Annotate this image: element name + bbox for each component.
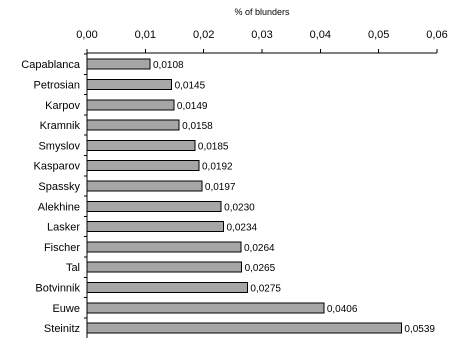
x-tick-label: 0,03 [251,29,272,41]
x-tick-label: 0,06 [426,29,447,41]
category-label: Spassky [38,181,80,193]
category-label: Capablanca [21,59,81,71]
value-labels: 0,0108 0,0145 0,0149 0,0158 0,0185 0,0192 0,01… [153,60,435,335]
data-label: 0,0275 [250,283,281,294]
category-label: Botvinnik [35,282,80,294]
data-label: 0,0265 [245,263,276,274]
category-labels: Capablanca Petrosian Karpov Kramnik Smyslov K… [21,59,81,335]
category-label: Tal [66,262,80,274]
x-tick-label: 0,02 [193,29,214,41]
bar [86,119,180,131]
bar [86,139,196,151]
x-tick-label: 0,01 [135,29,156,41]
category-label: Kasparov [34,161,81,173]
bar [86,241,242,253]
x-tick-label: 0,05 [368,29,389,41]
x-tick-label: 0,00 [76,29,97,41]
data-label: 0,0185 [198,141,229,152]
x-tick-label: 0,04 [310,29,331,41]
bar [86,322,402,334]
category-label: Petrosian [34,79,80,91]
category-label: Alekhine [38,201,80,213]
bar [86,99,175,111]
bar [86,281,248,293]
data-label: 0,0149 [177,101,208,112]
category-label: Smyslov [38,140,80,152]
data-label: 0,0158 [182,121,213,132]
category-label: Lasker [47,222,80,234]
data-label: 0,0145 [175,80,206,91]
data-label: 0,0406 [327,304,358,315]
data-label: 0,0234 [227,223,258,234]
data-label: 0,0192 [202,162,233,173]
data-label: 0,0264 [244,243,275,254]
bar [86,221,224,233]
category-label: Kramnik [40,120,81,132]
data-label: 0,0539 [404,324,435,335]
data-label: 0,0197 [205,182,236,193]
category-label: Euwe [52,303,80,315]
bar [86,58,151,70]
bar [86,78,173,90]
category-label: Steinitz [44,323,80,335]
category-label: Karpov [45,100,80,112]
category-label: Fischer [44,242,80,254]
axes [84,52,437,339]
bar [86,180,203,192]
data-label: 0,0230 [224,202,255,213]
bar [86,261,243,273]
x-axis-title: % of blunders [234,7,290,17]
bar [86,200,222,212]
x-axis-ticks: 0,00 0,01 0,02 0,03 0,04 0,05 0,06 [76,29,448,53]
bar [86,302,325,314]
bar [86,160,200,172]
data-label: 0,0108 [153,60,184,71]
bars [86,58,402,334]
